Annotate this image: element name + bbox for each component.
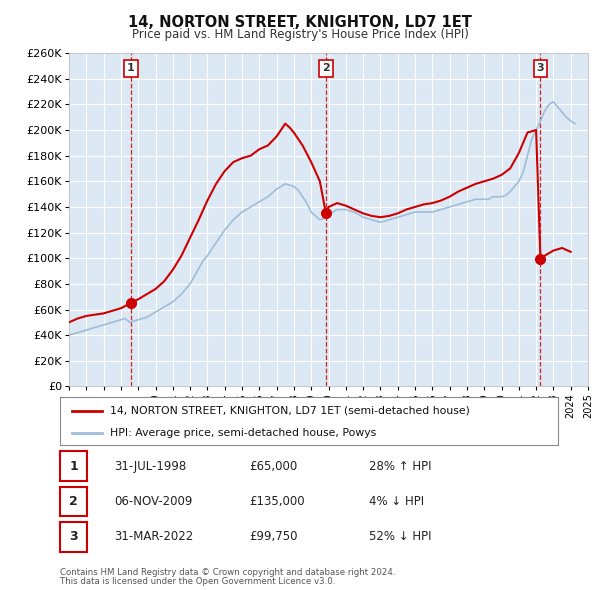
Text: Contains HM Land Registry data © Crown copyright and database right 2024.: Contains HM Land Registry data © Crown c… <box>60 568 395 577</box>
Text: 28% ↑ HPI: 28% ↑ HPI <box>369 460 431 473</box>
Text: This data is licensed under the Open Government Licence v3.0.: This data is licensed under the Open Gov… <box>60 577 335 586</box>
Text: 4% ↓ HPI: 4% ↓ HPI <box>369 495 424 508</box>
Text: 31-MAR-2022: 31-MAR-2022 <box>114 530 193 543</box>
Text: 3: 3 <box>69 530 78 543</box>
Text: 2: 2 <box>69 495 78 508</box>
Text: 1: 1 <box>69 460 78 473</box>
Text: HPI: Average price, semi-detached house, Powys: HPI: Average price, semi-detached house,… <box>110 428 376 438</box>
Text: £99,750: £99,750 <box>249 530 298 543</box>
Text: 31-JUL-1998: 31-JUL-1998 <box>114 460 186 473</box>
Text: 2: 2 <box>322 64 330 74</box>
Text: £135,000: £135,000 <box>249 495 305 508</box>
Text: 14, NORTON STREET, KNIGHTON, LD7 1ET (semi-detached house): 14, NORTON STREET, KNIGHTON, LD7 1ET (se… <box>110 405 470 415</box>
Text: 06-NOV-2009: 06-NOV-2009 <box>114 495 193 508</box>
Text: 3: 3 <box>536 64 544 74</box>
Text: Price paid vs. HM Land Registry's House Price Index (HPI): Price paid vs. HM Land Registry's House … <box>131 28 469 41</box>
Text: 52% ↓ HPI: 52% ↓ HPI <box>369 530 431 543</box>
Text: 1: 1 <box>127 64 135 74</box>
Text: £65,000: £65,000 <box>249 460 297 473</box>
Text: 14, NORTON STREET, KNIGHTON, LD7 1ET: 14, NORTON STREET, KNIGHTON, LD7 1ET <box>128 15 472 30</box>
